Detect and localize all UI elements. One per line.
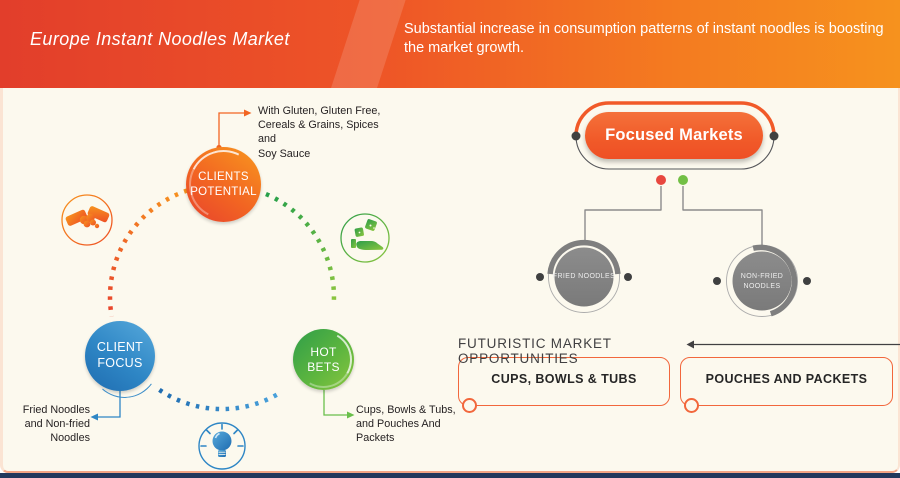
focused-markets-pill: Focused Markets [585,112,763,159]
futuristic-heading: FUTURISTIC MARKET OPPORTUNITIES [458,336,612,366]
non-fried-noodles-node-graphic [713,244,811,317]
opportunity-box-cups-bowls-tubs: CUPS, BOWLS & TUBS [458,357,670,406]
money-hand-icon [340,213,390,263]
note-line: Cups, Bowls & Tubs, [356,404,456,416]
red-branch-dot [656,175,666,185]
footer-bar [0,473,900,478]
opportunity-box-corner-circle [684,398,699,413]
non-fried-noodles-label: NON-FRIED NOODLES [725,272,799,292]
client-focus-node: CLIENT FOCUS [85,321,155,391]
focused-markets-pill-decoration [571,101,779,170]
header-banner: Europe Instant Noodles Market Substantia… [0,0,900,100]
clients-potential-label-line2: POTENTIAL [190,185,257,198]
handshake-icon [61,194,113,246]
client-focus-label-line1: CLIENT [96,340,144,355]
note-line: With Gluten, Gluten Free, [258,105,381,117]
client-focus-note: Fried Noodles and Non-fried Noodles [8,403,90,446]
hot-bets-label-line1: HOT [310,344,337,359]
opportunity-box-pouches-packets: POUCHES AND PACKETS [680,357,893,406]
note-line: Fried Noodles [22,404,90,416]
note-connector-green [323,390,355,419]
clients-potential-note: With Gluten, Gluten Free, Cereals & Grai… [258,104,388,161]
cycle-dotted-arcs [107,188,337,412]
hot-bets-label-line2: BETS [307,359,340,374]
note-connector-blue [90,391,121,421]
opportunity-box-corner-circle [462,398,477,413]
fried-noodles-label: FRIED NOODLES [547,272,621,282]
fried-noodles-label-line1: FRIED NOODLES [552,273,616,280]
note-line: Packets [356,432,395,445]
header-subtitle: Substantial increase in consumption patt… [404,21,884,56]
non-fried-noodles-label-line1: NON-FRIED [740,273,784,280]
page-title: Europe Instant Noodles Market [30,29,290,49]
non-fried-noodles-label-line2: NOODLES [743,283,781,291]
note-line: Soy Sauce [258,147,311,160]
tree-connectors [584,186,763,245]
note-line: and Pouches And [356,418,441,431]
note-line: Noodles [50,432,90,445]
note-line: and Non-fried [24,418,90,431]
lightbulb-icon [198,422,246,470]
hot-bets-node: HOT BETS [293,329,354,390]
clients-potential-node: CLIENTS POTENTIAL [186,147,261,222]
green-branch-dot [678,175,688,185]
client-focus-label-line2: FOCUS [97,356,143,370]
clients-potential-label-line1: CLIENTS [198,171,249,184]
futuristic-arrow [686,340,900,349]
note-connector-orange [216,109,252,151]
note-line: Cereals & Grains, Spices and [258,119,379,146]
fried-noodles-node-graphic [536,239,632,313]
hot-bets-note: Cups, Bowls & Tubs, and Pouches And Pack… [356,403,471,446]
